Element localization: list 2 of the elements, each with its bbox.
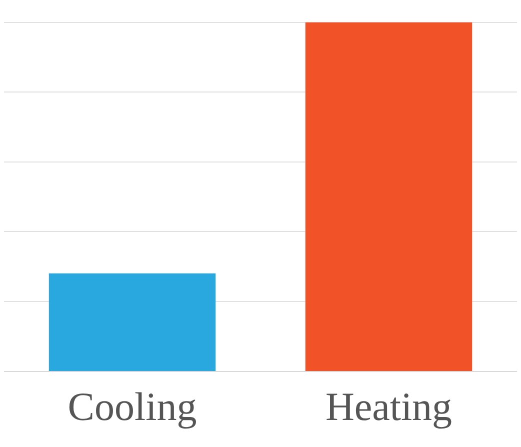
x-tick-label: Cooling	[68, 384, 197, 429]
x-tick-label: Heating	[325, 384, 452, 429]
